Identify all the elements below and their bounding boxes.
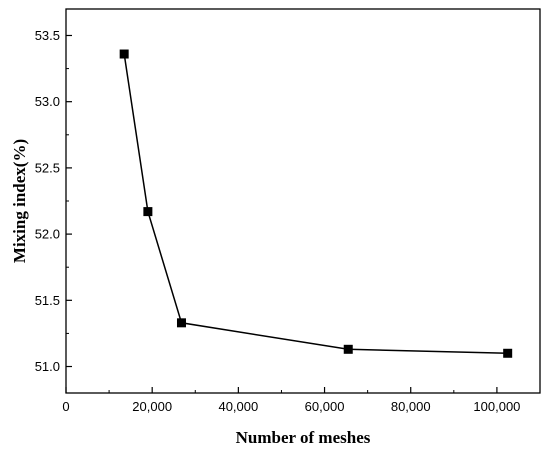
x-tick-label: 40,000 [218,399,258,414]
y-tick-label: 53.0 [35,94,60,109]
data-point [143,207,153,217]
y-axis-title: Mixing index(%) [10,139,29,263]
x-axis-title: Number of meshes [236,428,371,447]
x-tick-label: 80,000 [391,399,431,414]
y-tick-label: 52.0 [35,227,60,242]
x-axis: 0 20,000 40,000 60,000 80,000 100,000 [62,387,520,414]
plot-frame [65,8,541,394]
y-tick-label: 51.0 [35,359,60,374]
x-tick-label: 60,000 [305,399,345,414]
x-tick-label: 100,000 [473,399,520,414]
x-tick-label: 0 [62,399,69,414]
series-group [119,49,513,358]
y-tick-label: 52.5 [35,160,60,175]
y-tick-label: 51.5 [35,293,60,308]
x-tick-label: 20,000 [132,399,172,414]
y-tick-label: 53.5 [35,28,60,43]
series-line [123,53,508,355]
data-point [343,344,353,354]
y-axis: 51.0 51.5 52.0 52.5 53.0 53.5 [35,28,72,374]
data-point [176,318,186,328]
data-point [503,348,513,358]
data-point [119,49,129,59]
